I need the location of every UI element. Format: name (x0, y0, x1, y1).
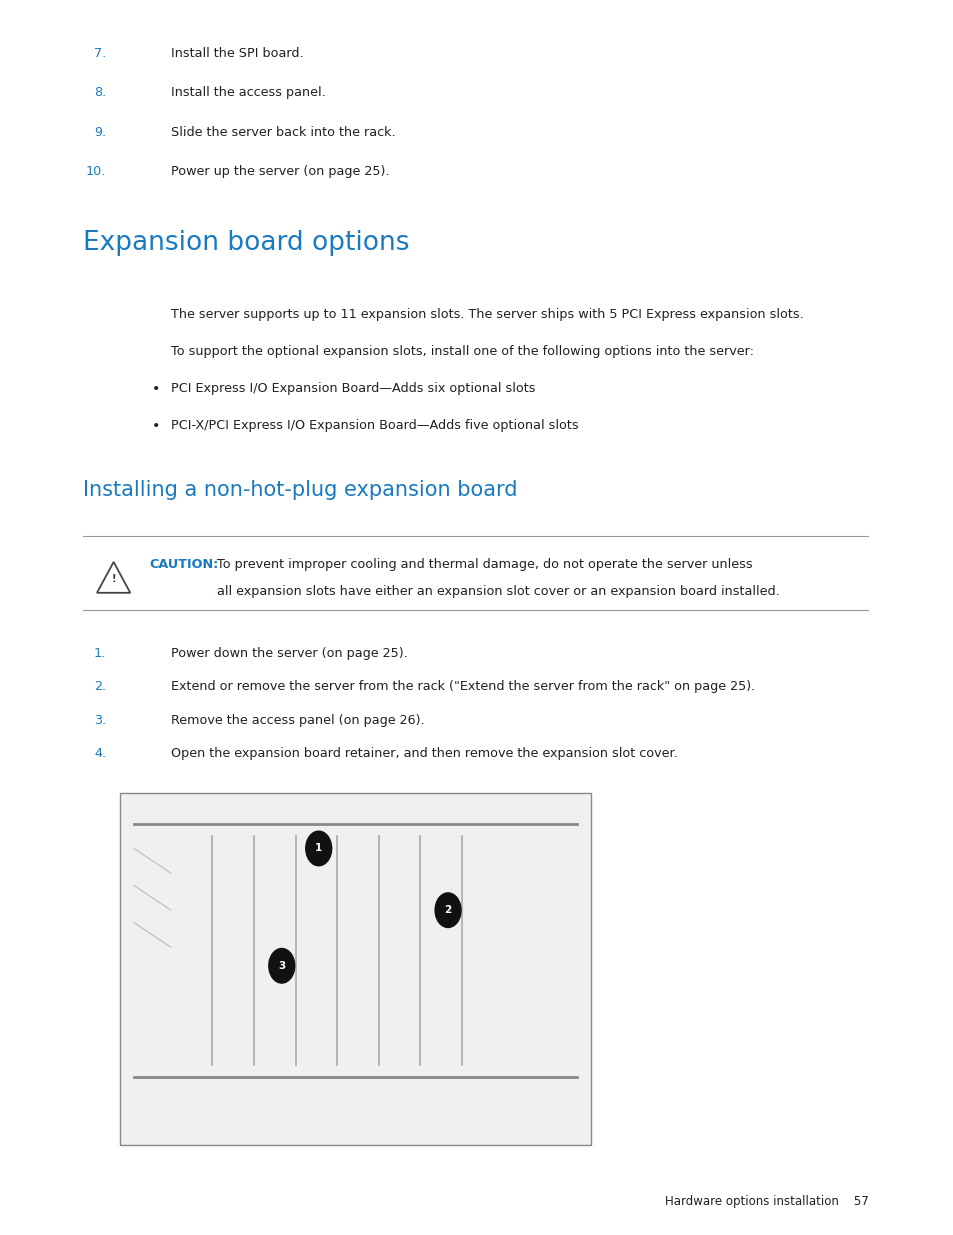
Text: 2.: 2. (94, 680, 106, 694)
Text: Open the expansion board retainer, and then remove the expansion slot cover.: Open the expansion board retainer, and t… (171, 747, 677, 761)
Text: 7.: 7. (94, 47, 106, 61)
Text: Install the access panel.: Install the access panel. (171, 86, 325, 100)
Text: To prevent improper cooling and thermal damage, do not operate the server unless: To prevent improper cooling and thermal … (217, 558, 752, 572)
Text: Expansion board options: Expansion board options (83, 230, 409, 256)
Text: 3.: 3. (94, 714, 106, 727)
Text: 9.: 9. (94, 126, 106, 140)
Text: 1: 1 (314, 844, 322, 853)
Circle shape (435, 893, 460, 927)
Text: 10.: 10. (86, 165, 106, 179)
Text: PCI-X/PCI Express I/O Expansion Board—Adds five optional slots: PCI-X/PCI Express I/O Expansion Board—Ad… (171, 419, 578, 432)
Circle shape (306, 831, 332, 866)
Text: •: • (152, 419, 160, 432)
Text: !: ! (112, 574, 115, 584)
Text: Hardware options installation    57: Hardware options installation 57 (664, 1194, 867, 1208)
Text: Extend or remove the server from the rack ("Extend the server from the rack" on : Extend or remove the server from the rac… (171, 680, 755, 694)
Text: •: • (152, 382, 160, 395)
Circle shape (269, 948, 294, 983)
Text: 8.: 8. (94, 86, 106, 100)
Text: 4.: 4. (94, 747, 106, 761)
Text: CAUTION:: CAUTION: (150, 558, 218, 572)
Text: PCI Express I/O Expansion Board—Adds six optional slots: PCI Express I/O Expansion Board—Adds six… (171, 382, 535, 395)
Text: all expansion slots have either an expansion slot cover or an expansion board in: all expansion slots have either an expan… (217, 585, 779, 599)
Text: 3: 3 (278, 961, 285, 971)
Bar (120, 793, 591, 1145)
Text: Power down the server (on page 25).: Power down the server (on page 25). (171, 647, 407, 661)
Text: To support the optional expansion slots, install one of the following options in: To support the optional expansion slots,… (171, 345, 753, 358)
Text: Remove the access panel (on page 26).: Remove the access panel (on page 26). (171, 714, 424, 727)
Text: Slide the server back into the rack.: Slide the server back into the rack. (171, 126, 395, 140)
Text: 1.: 1. (94, 647, 106, 661)
Text: Power up the server (on page 25).: Power up the server (on page 25). (171, 165, 389, 179)
Text: Install the SPI board.: Install the SPI board. (171, 47, 303, 61)
Text: The server supports up to 11 expansion slots. The server ships with 5 PCI Expres: The server supports up to 11 expansion s… (171, 308, 802, 321)
Text: 2: 2 (444, 905, 451, 915)
Text: Installing a non-hot-plug expansion board: Installing a non-hot-plug expansion boar… (83, 480, 517, 500)
